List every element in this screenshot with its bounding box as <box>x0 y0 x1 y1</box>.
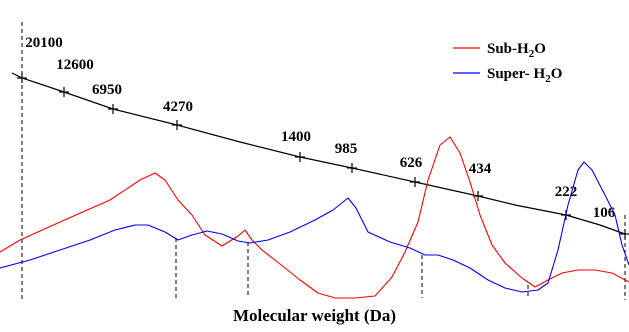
series-line <box>0 161 629 293</box>
calibration-labels: 20100 12600 6950 4270 1400 985 626 434 222 106 <box>25 35 616 221</box>
calibration-label: 4270 <box>163 99 193 115</box>
calibration-label: 12600 <box>56 57 94 73</box>
calibration-label: 434 <box>469 161 492 177</box>
vertical-dashed-lines <box>21 22 626 300</box>
calibration-label: 626 <box>400 155 423 171</box>
x-axis-title: Molecular weight (Da) <box>232 306 397 325</box>
series-line <box>0 136 629 299</box>
calibration-label: 6950 <box>92 82 122 98</box>
legend-label: Super- H2O <box>487 66 562 85</box>
series-group <box>0 136 629 299</box>
legend-label: Sub-H2O <box>487 41 546 60</box>
calibration-label: 20100 <box>25 35 63 51</box>
calibration-label: 106 <box>593 205 616 221</box>
calibration-label: 222 <box>555 184 578 200</box>
calibration-label: 985 <box>335 141 358 157</box>
legend: Sub-H2O Super- H2O <box>453 41 562 85</box>
calibration-line <box>11 72 626 235</box>
calibration-label: 1400 <box>281 129 311 145</box>
